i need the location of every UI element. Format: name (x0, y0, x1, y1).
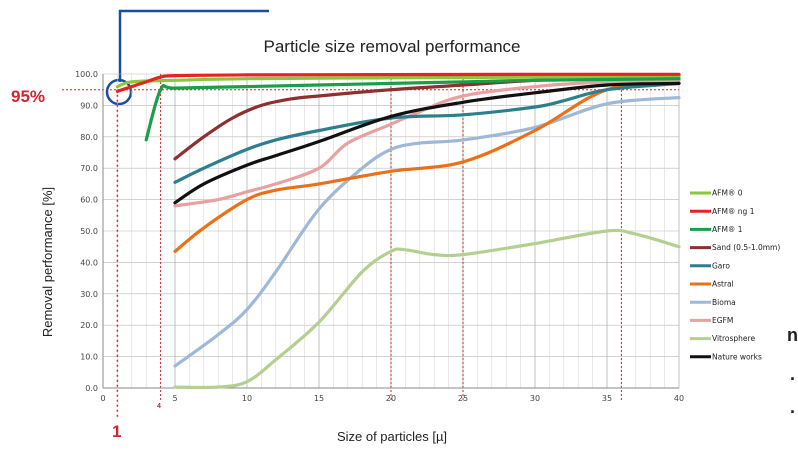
y-tick-label: 70.0 (80, 164, 98, 173)
series-line-nature-works (173, 81, 681, 205)
y-tick-label: 80.0 (80, 133, 98, 142)
y-axis-label: Removal performance [%] (40, 187, 55, 337)
callout-95-percent: 95% (11, 87, 45, 106)
x-tick-label: 30 (530, 394, 540, 403)
y-tick-labels: 0.0 10.0 20.0 30.0 40.0 50.0 60.0 70.0 80.0 90.0 1… (75, 70, 98, 393)
x-tick-labels: 0 5 10 15 20 25 30 35 40 (100, 394, 684, 403)
series-line-afm-0 (115, 74, 681, 89)
legend-label: Astral (712, 280, 734, 289)
legend-label: Vitrosphere (712, 334, 755, 343)
legend-label: Bioma (712, 298, 736, 307)
x-tick-label: 40 (674, 394, 684, 403)
page-fragment-2: . (790, 364, 795, 384)
y-tick-label: 20.0 (80, 321, 98, 330)
page-fragment-1: n. (787, 325, 798, 345)
series-lines (115, 72, 681, 390)
callout-size-4: 4 (157, 403, 161, 410)
legend-label: EGFM (712, 316, 733, 325)
y-tick-label: 30.0 (80, 290, 98, 299)
y-tick-label: 100.0 (75, 70, 98, 79)
x-axis-label: Size of particles [µ] (337, 429, 447, 444)
x-tick-label: 25 (458, 394, 468, 403)
callout-size-1: 1 (112, 422, 121, 441)
series-line-astral (173, 81, 681, 253)
series-line-vitrosphere (173, 228, 681, 390)
x-tick-label: 10 (242, 394, 252, 403)
legend: AFM® 0 AFM® ng 1 AFM® 1 Sand (0.5-1.0mm) Gar… (690, 189, 780, 361)
highlight-ring (105, 78, 133, 106)
reference-lines (62, 74, 679, 418)
x-tick-label: 35 (602, 394, 612, 403)
series-line-afm-1 (144, 77, 681, 142)
y-tick-label: 60.0 (80, 196, 98, 205)
y-tick-label: 0.0 (85, 384, 98, 393)
legend-label: AFM® 0 (712, 189, 743, 198)
x-tick-label: 0 (100, 394, 105, 403)
y-tick-label: 40.0 (80, 258, 98, 267)
legend-label: Sand (0.5-1.0mm) (712, 243, 780, 252)
x-tick-label: 15 (314, 394, 324, 403)
y-tick-label: 10.0 (80, 353, 98, 362)
series-line-afm-ng-1 (115, 72, 681, 93)
page-fragment-3: . (790, 397, 795, 417)
series-line-egfm (173, 78, 681, 208)
callout-connector (118, 9, 269, 82)
y-tick-label: 90.0 (80, 101, 98, 110)
x-tick-label: 20 (386, 394, 396, 403)
legend-label: AFM® ng 1 (712, 207, 755, 216)
legend-label: Nature works (712, 352, 762, 361)
chart-title: Particle size removal performance (264, 37, 521, 56)
y-tick-label: 50.0 (80, 227, 98, 236)
legend-label: AFM® 1 (712, 225, 743, 234)
x-tick-label: 5 (172, 394, 177, 403)
legend-label: Garo (712, 261, 730, 270)
